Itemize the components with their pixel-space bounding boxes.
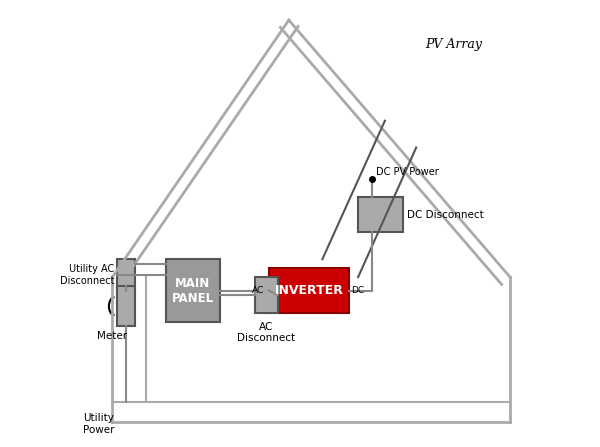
Text: Utility AC
Disconnect: Utility AC Disconnect (60, 264, 115, 286)
FancyBboxPatch shape (358, 197, 403, 232)
Text: AC
Disconnect: AC Disconnect (238, 322, 296, 343)
Text: INVERTER: INVERTER (275, 284, 343, 297)
FancyBboxPatch shape (117, 259, 134, 291)
Text: Meter: Meter (97, 331, 127, 341)
Text: AC: AC (252, 286, 264, 295)
Text: DC: DC (352, 286, 365, 295)
FancyBboxPatch shape (117, 286, 134, 326)
Text: DC PV Power: DC PV Power (376, 167, 439, 177)
FancyBboxPatch shape (166, 259, 220, 322)
Text: DC Disconnect: DC Disconnect (407, 210, 484, 219)
FancyBboxPatch shape (269, 268, 349, 313)
FancyBboxPatch shape (256, 277, 278, 313)
Text: PV Array: PV Array (425, 38, 482, 51)
Text: Utility
Power: Utility Power (83, 413, 115, 435)
Text: MAIN
PANEL: MAIN PANEL (172, 277, 214, 304)
